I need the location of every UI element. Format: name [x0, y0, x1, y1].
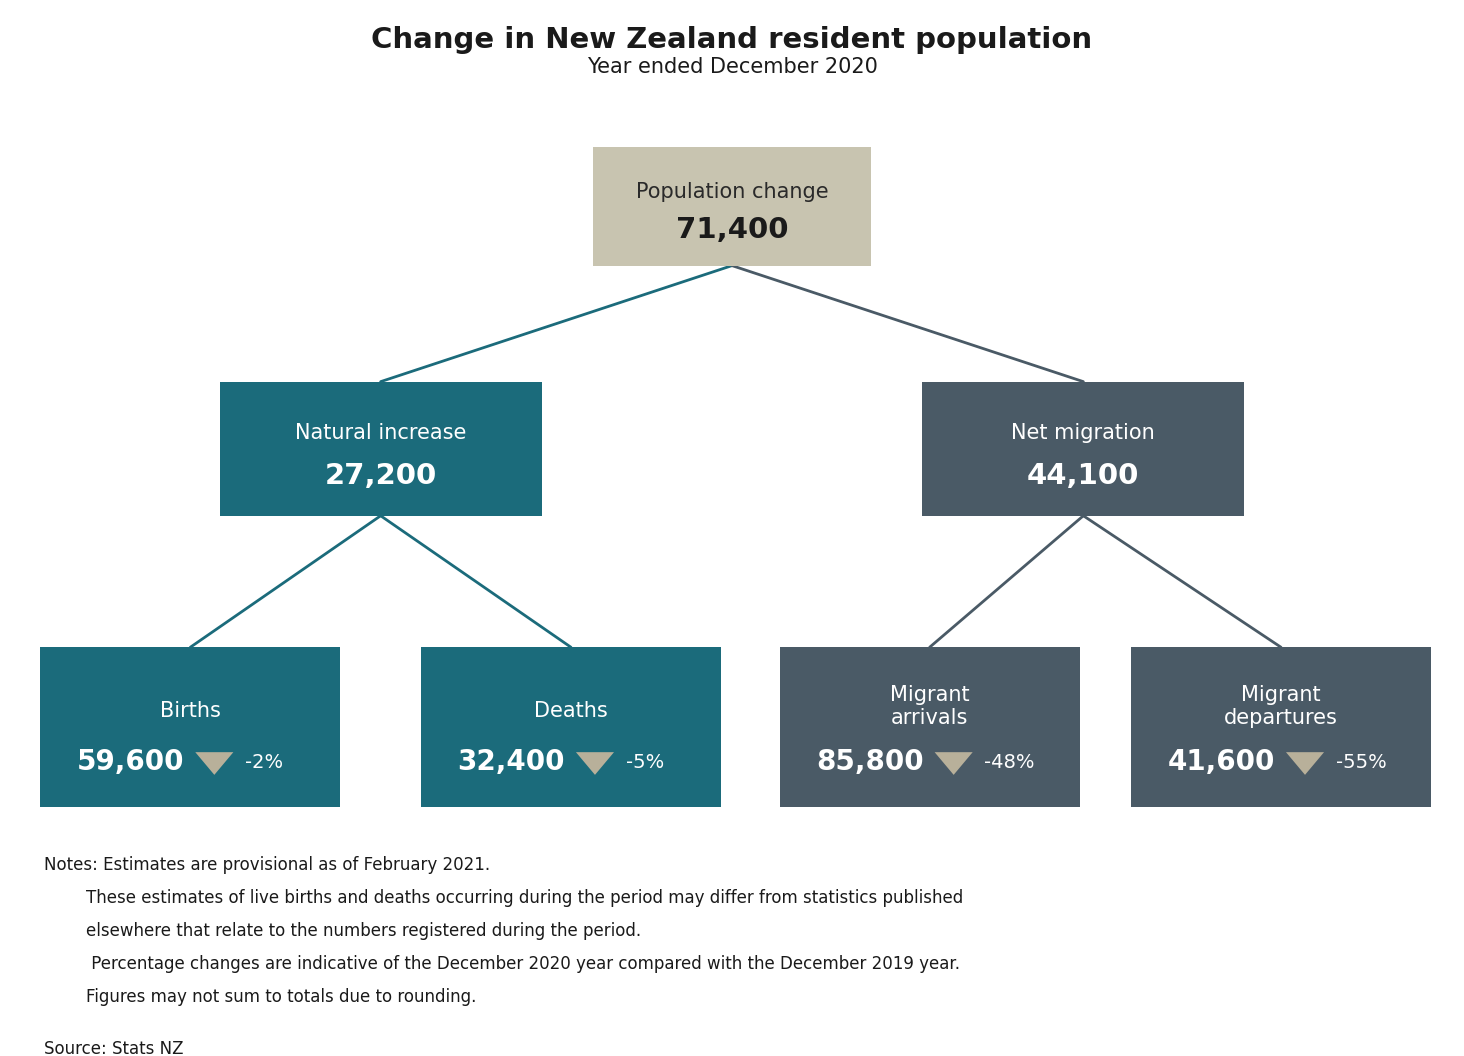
Text: Migrant
departures: Migrant departures: [1224, 685, 1338, 728]
Text: Change in New Zealand resident population: Change in New Zealand resident populatio…: [372, 25, 1092, 54]
Text: 32,400: 32,400: [457, 749, 565, 776]
Text: -5%: -5%: [625, 753, 665, 772]
FancyBboxPatch shape: [593, 147, 871, 266]
Text: 85,800: 85,800: [815, 749, 924, 776]
Text: Source: Stats NZ: Source: Stats NZ: [44, 1040, 183, 1056]
FancyBboxPatch shape: [922, 381, 1244, 515]
Text: 41,600: 41,600: [1167, 749, 1275, 776]
FancyBboxPatch shape: [779, 647, 1079, 807]
Text: 44,100: 44,100: [1028, 461, 1139, 490]
Text: Births: Births: [160, 701, 221, 721]
Text: -48%: -48%: [984, 753, 1035, 772]
Text: Net migration: Net migration: [1012, 422, 1155, 442]
Text: Notes: Estimates are provisional as of February 2021.: Notes: Estimates are provisional as of F…: [44, 856, 490, 874]
Text: Year ended December 2020: Year ended December 2020: [587, 57, 877, 77]
Text: Deaths: Deaths: [534, 701, 608, 721]
Text: Population change: Population change: [635, 182, 829, 202]
Polygon shape: [575, 752, 613, 775]
Polygon shape: [1285, 752, 1323, 775]
Polygon shape: [195, 752, 233, 775]
FancyBboxPatch shape: [41, 647, 340, 807]
Text: elsewhere that relate to the numbers registered during the period.: elsewhere that relate to the numbers reg…: [44, 922, 641, 940]
Text: Figures may not sum to totals due to rounding.: Figures may not sum to totals due to rou…: [44, 988, 476, 1006]
Text: 71,400: 71,400: [676, 216, 788, 244]
Polygon shape: [934, 752, 972, 775]
Text: -55%: -55%: [1335, 753, 1386, 772]
Text: Percentage changes are indicative of the December 2020 year compared with the De: Percentage changes are indicative of the…: [44, 956, 960, 974]
Text: 27,200: 27,200: [325, 461, 436, 490]
Text: Migrant
arrivals: Migrant arrivals: [890, 685, 969, 728]
Text: These estimates of live births and deaths occurring during the period may differ: These estimates of live births and death…: [44, 889, 963, 907]
FancyBboxPatch shape: [220, 381, 542, 515]
Text: Natural increase: Natural increase: [294, 422, 467, 442]
Text: -2%: -2%: [244, 753, 283, 772]
FancyBboxPatch shape: [422, 647, 720, 807]
Text: 59,600: 59,600: [76, 749, 184, 776]
FancyBboxPatch shape: [1130, 647, 1430, 807]
